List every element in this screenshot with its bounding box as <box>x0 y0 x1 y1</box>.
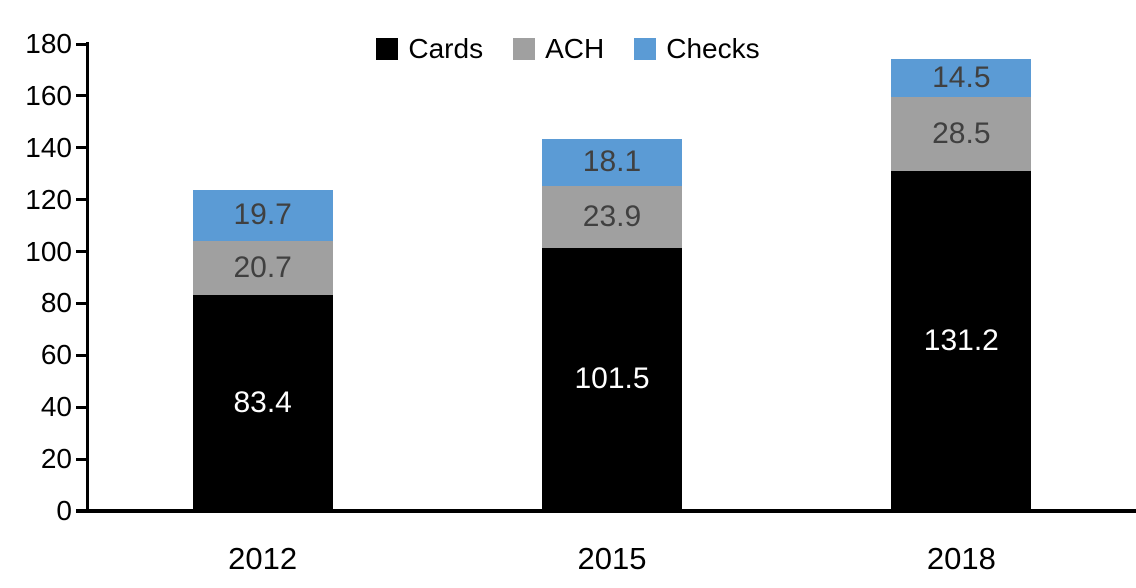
y-axis-tick <box>76 353 86 357</box>
segment-value-label: 14.5 <box>932 60 991 94</box>
legend-label: ACH <box>545 33 605 64</box>
chart-legend: Cards ACH Checks <box>0 33 1136 65</box>
bar-segment-checks: 14.5 <box>891 59 1032 97</box>
segment-value-label: 23.9 <box>582 199 642 233</box>
segment-value-label: 19.7 <box>233 198 292 232</box>
segment-value-label: 20.7 <box>233 250 292 284</box>
y-axis-tick-label: 60 <box>40 339 72 371</box>
legend-item-ach: ACH <box>513 33 604 65</box>
x-axis-category-label: 2015 <box>577 541 647 576</box>
y-axis-tick <box>76 250 86 254</box>
y-axis-tick-label: 140 <box>25 131 72 163</box>
bar-segment-cards: 131.2 <box>891 170 1032 511</box>
y-axis-tick-label: 120 <box>25 183 72 215</box>
bar-segment-cards: 83.4 <box>192 294 333 511</box>
bar-segment-ach: 28.5 <box>891 96 1032 171</box>
bar-segment-checks: 19.7 <box>192 189 333 241</box>
y-axis-tick-label: 40 <box>40 391 72 423</box>
segment-value-label: 18.1 <box>582 145 642 179</box>
bar-segment-checks: 18.1 <box>542 138 682 186</box>
legend-item-cards: Cards <box>376 33 483 65</box>
segment-value-label: 83.4 <box>233 385 292 419</box>
y-axis-tick-label: 100 <box>25 235 72 267</box>
legend-swatch-icon <box>634 38 657 60</box>
y-axis-tick <box>76 146 86 150</box>
legend-item-checks: Checks <box>634 33 760 65</box>
x-axis-category-label: 2012 <box>228 541 298 576</box>
y-axis-line <box>86 42 89 513</box>
y-axis-tick <box>76 94 86 98</box>
y-axis-tick <box>76 301 86 305</box>
y-axis-tick-label: 20 <box>40 443 72 475</box>
y-axis-tick-label: 80 <box>40 287 72 319</box>
y-axis-tick <box>76 42 86 46</box>
legend-swatch-icon <box>376 38 399 60</box>
bar-segment-ach: 20.7 <box>192 240 333 295</box>
legend-label: Cards <box>408 33 484 64</box>
y-axis-tick-label: 160 <box>25 79 72 111</box>
y-axis-tick <box>76 457 86 461</box>
x-axis-category-label: 2018 <box>926 541 996 576</box>
legend-label: Checks <box>666 33 760 64</box>
y-axis-tick <box>76 509 86 513</box>
bar-segment-ach: 23.9 <box>542 185 682 248</box>
segment-value-label: 101.5 <box>574 362 650 396</box>
y-axis-tick <box>76 405 86 409</box>
segment-value-label: 131.2 <box>923 323 999 357</box>
bar-segment-cards: 101.5 <box>542 247 682 511</box>
y-axis-tick <box>76 198 86 202</box>
segment-value-label: 28.5 <box>932 116 991 150</box>
legend-swatch-icon <box>513 38 536 60</box>
x-axis-line <box>76 509 1136 513</box>
y-axis-tick-label: 180 <box>25 28 72 59</box>
y-axis-tick-label: 0 <box>56 495 72 526</box>
